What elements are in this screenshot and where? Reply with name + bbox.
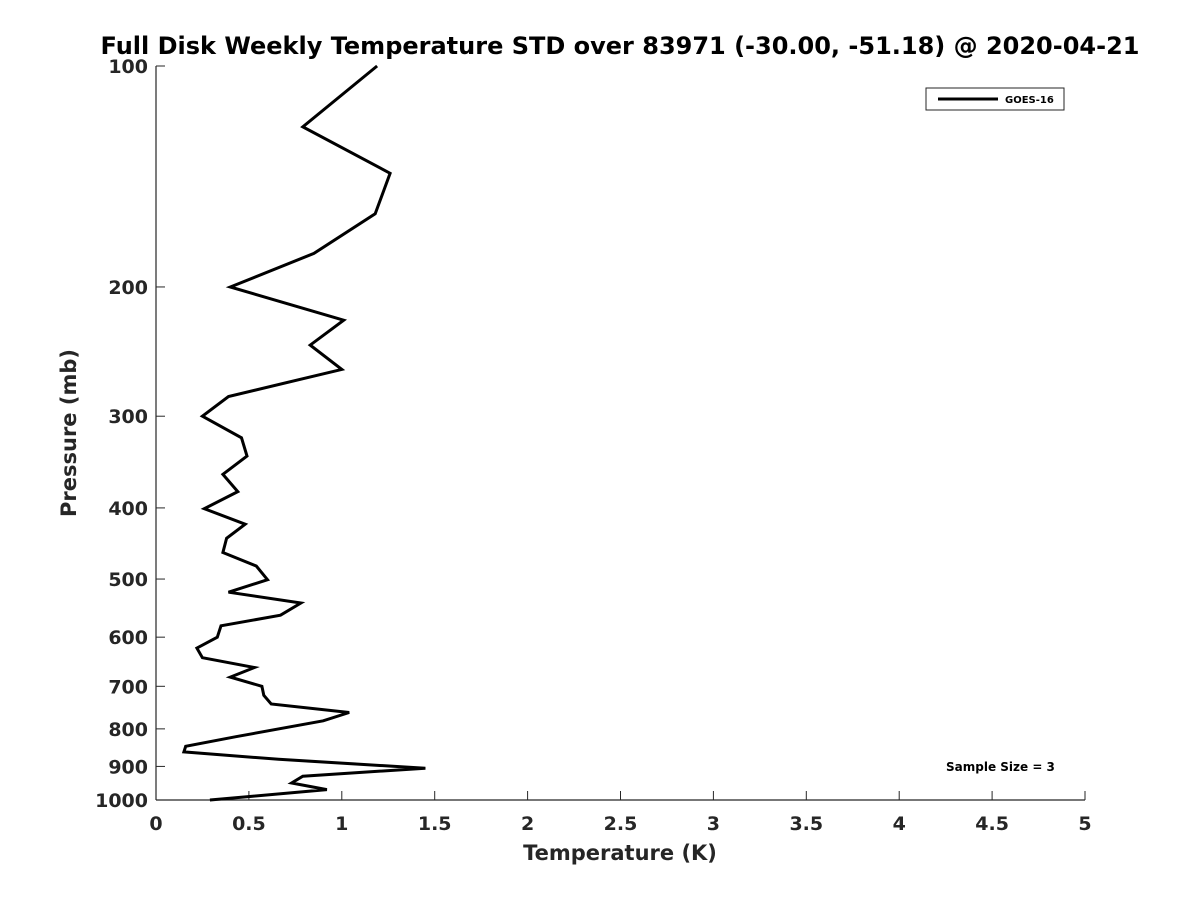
legend: GOES-16 — [925, 87, 1065, 111]
y-tick-label: 700 — [108, 676, 148, 698]
x-tick-label: 4.5 — [975, 813, 1009, 835]
x-axis-label: Temperature (K) — [523, 841, 717, 865]
y-tick-label: 100 — [108, 56, 148, 78]
series-layer — [181, 64, 426, 802]
sample-size-annotation: Sample Size = 3 — [946, 760, 1055, 774]
y-tick-label: 200 — [108, 277, 148, 299]
x-tick-label: 0.5 — [232, 813, 266, 835]
x-axis-ticks: 0 0.5 1 1.5 2 2.5 3 3.5 4 4.5 5 — [149, 791, 1092, 835]
x-tick-label: 4 — [893, 813, 906, 835]
y-tick-label: 800 — [108, 719, 148, 741]
axes — [155, 66, 1085, 801]
x-tick-label: 1.5 — [418, 813, 452, 835]
y-tick-label: 900 — [108, 756, 148, 778]
y-axis-ticks: 100 200 300 400 500 600 700 800 900 1000 — [95, 56, 165, 812]
x-tick-label: 2.5 — [604, 813, 638, 835]
x-tick-label: 3.5 — [789, 813, 823, 835]
x-tick-label: 0 — [149, 813, 162, 835]
x-tick-label: 3 — [707, 813, 720, 835]
y-tick-label: 500 — [108, 569, 148, 591]
x-tick-label: 5 — [1078, 813, 1091, 835]
y-tick-label: 600 — [108, 627, 148, 649]
y-tick-label: 400 — [108, 498, 148, 520]
y-tick-label: 300 — [108, 406, 148, 428]
y-axis-label: Pressure (mb) — [57, 349, 81, 517]
series-line-goes-16 — [181, 64, 426, 802]
legend-label-goes-16: GOES-16 — [1005, 95, 1054, 106]
x-tick-label: 1 — [335, 813, 348, 835]
chart-title: Full Disk Weekly Temperature STD over 83… — [101, 32, 1140, 60]
y-tick-label: 1000 — [95, 790, 148, 812]
x-tick-label: 2 — [521, 813, 534, 835]
